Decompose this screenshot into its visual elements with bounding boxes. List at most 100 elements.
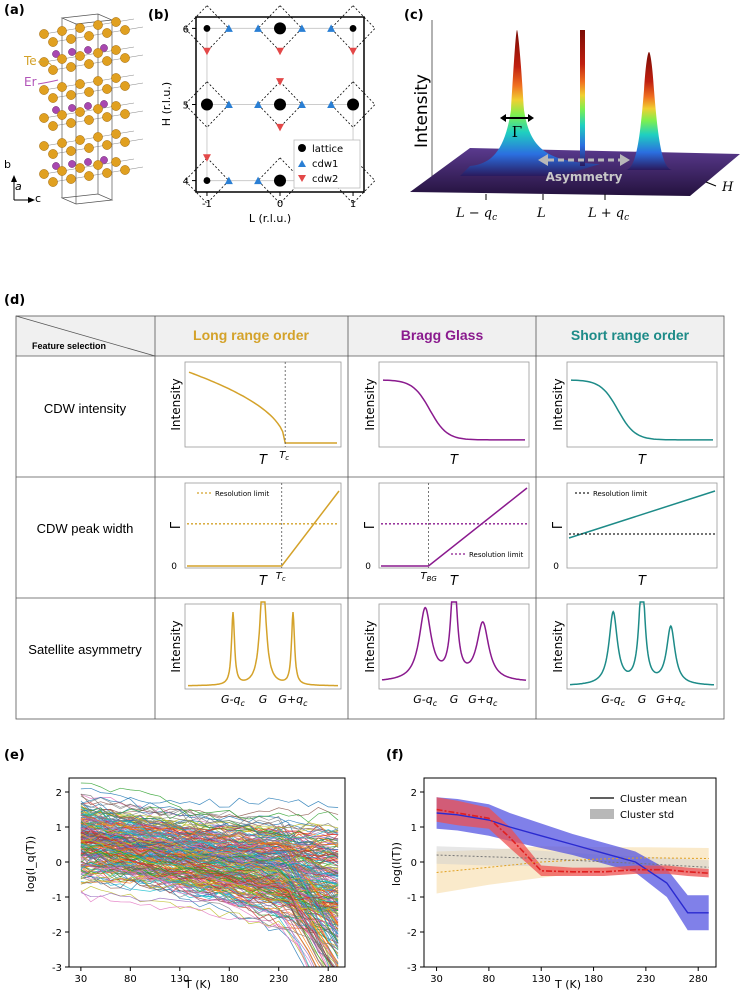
te-atom (39, 29, 49, 39)
te-atom (120, 165, 130, 175)
crystal-structure (39, 17, 144, 187)
y-tick-label: -2 (52, 928, 62, 939)
te-atom (66, 90, 76, 100)
mini-asym-xlabel: G+qc (468, 693, 498, 708)
mini-asym-xlabel: G (259, 693, 268, 706)
er-pointer (37, 79, 59, 85)
er-atom (100, 44, 108, 52)
mini-frame (184, 361, 342, 448)
mini-zero-label: 0 (171, 562, 177, 572)
mini-width-curve (568, 490, 716, 539)
trajectory-line (80, 865, 339, 900)
left-peak (460, 30, 600, 176)
te-atom (66, 146, 76, 156)
te-atom (120, 109, 130, 119)
legend-mean-label: Cluster mean (620, 794, 687, 805)
mean-line-red (436, 808, 709, 874)
te-label: Te (23, 54, 37, 68)
trajectory-line (80, 885, 310, 967)
trajectory-line (80, 870, 339, 902)
dashed-diamond (184, 81, 230, 128)
mini-asym-xlabel: G+qc (656, 693, 686, 708)
x-tick-label: 80 (483, 974, 496, 985)
cdw2-point (276, 47, 284, 56)
mini-ylabel: Γ (363, 521, 378, 529)
trajectory-line (80, 821, 339, 841)
mini-frame (566, 603, 718, 690)
trajectory-line (80, 806, 339, 823)
row-label-satellite-asymmetry: Satellite asymmetry (28, 642, 142, 657)
trajectory-line (80, 848, 339, 906)
te-atom (102, 56, 112, 66)
plot-e-frame (68, 777, 346, 968)
dashed-diamond (330, 5, 376, 52)
lattice-point (349, 25, 357, 32)
x-tick-label: 280 (319, 974, 338, 985)
cdw2-point (202, 154, 211, 162)
y-tick-label: 2 (56, 788, 62, 799)
plot-f-frame (423, 777, 717, 968)
legend-lattice-label: lattice (312, 144, 343, 155)
y-tick-label: -2 (407, 928, 417, 939)
er-atom (68, 104, 76, 112)
trajectory-line (80, 851, 315, 967)
y-tick-label: 0 (411, 858, 417, 869)
trajectory-line (80, 837, 339, 867)
crystal-axes: b a c (4, 158, 41, 205)
mini-ylabel: Intensity (363, 378, 377, 430)
trajectory-line (80, 807, 339, 818)
trajectory-line (80, 819, 339, 891)
lattice-point (203, 177, 211, 184)
dashed-diamond (184, 5, 230, 52)
panel-e: (e) 30 80 130 180 230 280 -3 -2 -1 0 1 2 T (K) log(… (4, 748, 346, 991)
y-tick-label: 6 (183, 24, 189, 35)
x-tick-label: 230 (636, 974, 655, 985)
y-tick-label: 0 (56, 858, 62, 869)
table-mini-plots: Intensity T Tc Intensity T Intensity T Γ T 0 Resol… (169, 361, 718, 708)
te-atom (84, 171, 94, 181)
plot-e: 30 80 130 180 230 280 -3 -2 -1 0 1 2 (52, 777, 346, 985)
te-atom (120, 53, 130, 63)
te-atom (48, 65, 58, 75)
trajectory-line (80, 802, 339, 831)
te-atom (84, 31, 94, 41)
cdw2-point (349, 47, 358, 56)
te-atom (75, 135, 85, 145)
y-tick-label: 2 (411, 788, 417, 799)
te-atom (57, 26, 67, 36)
trajectory-line (80, 820, 339, 850)
trajectory-line (80, 824, 339, 935)
tc-label: Tc (276, 571, 286, 583)
mini-frame (378, 361, 530, 448)
y-tick-label: 1 (56, 823, 62, 834)
asymmetry-arrow: Asymmetry (538, 154, 630, 184)
x-tick-label: 30 (430, 974, 443, 985)
cdw2-point (276, 123, 284, 132)
trajectory-line (80, 829, 339, 869)
te-atom (48, 149, 58, 159)
trajectory-line (80, 808, 339, 935)
tc-label: Tc (279, 450, 289, 462)
cdw1-point (327, 100, 336, 108)
er-atom (84, 102, 92, 110)
panel-b-label: (b) (148, 8, 169, 23)
te-atom (93, 76, 103, 86)
er-atom (68, 160, 76, 168)
lattice-point (274, 98, 286, 111)
gamma-label: Γ (512, 123, 522, 141)
te-atom (66, 174, 76, 184)
te-atom (48, 121, 58, 131)
te-atom (111, 73, 121, 83)
col-header-sro: Short range order (571, 327, 690, 343)
mini-intensity-curve (382, 379, 525, 441)
trajectory-line (80, 833, 339, 858)
mini-xlabel: T (638, 453, 647, 468)
te-pointer (37, 61, 53, 67)
res-legend-label: Resolution limit (593, 490, 647, 498)
te-atom (66, 118, 76, 128)
x-tick-label: 0 (277, 199, 283, 210)
er-atom (84, 46, 92, 54)
mini-ylabel: Intensity (551, 620, 565, 672)
res-legend-label: Resolution limit (215, 490, 269, 498)
te-atom (93, 132, 103, 142)
